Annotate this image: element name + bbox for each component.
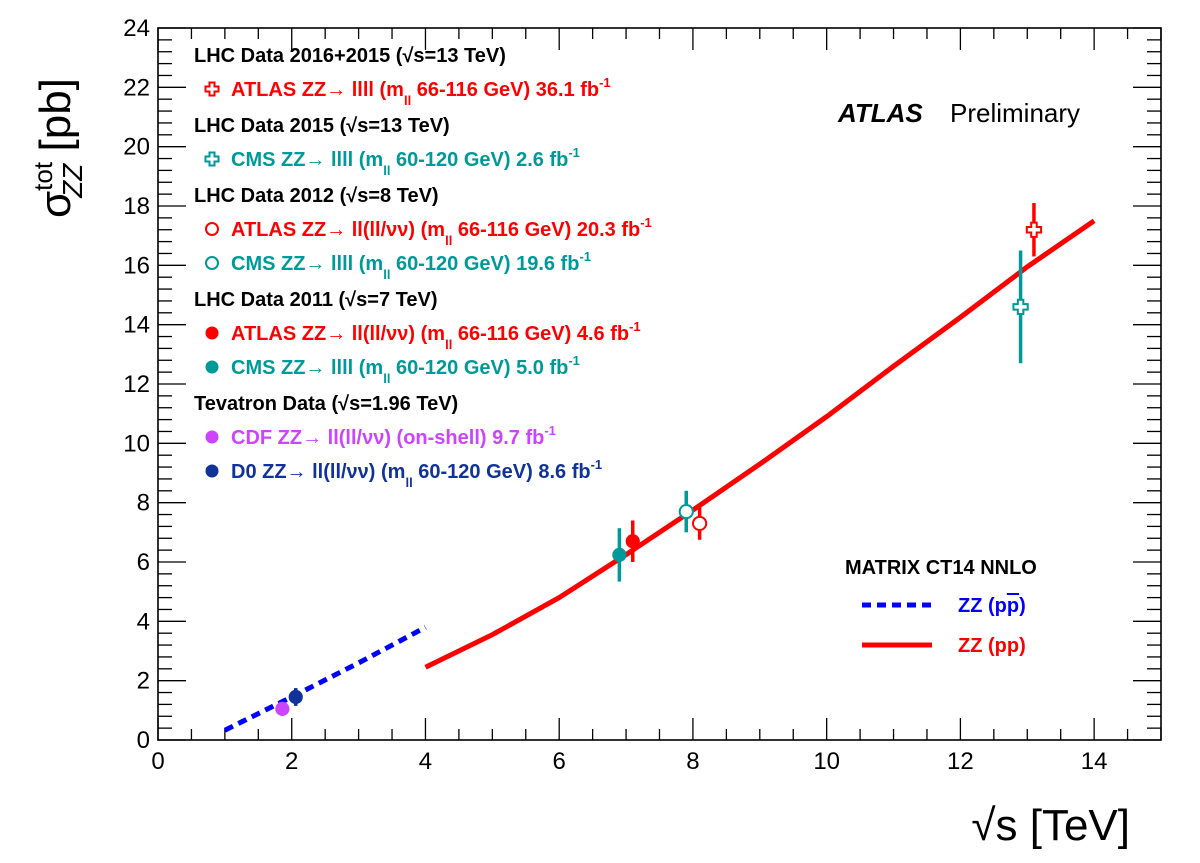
legend-entry-label: ATLAS ZZ→ ll(ll/νν) (mll 66-116 GeV) 4.6…: [231, 319, 641, 352]
legend-entry-label: D0 ZZ→ ll(ll/νν) (mll 60-120 GeV) 8.6 fb…: [231, 457, 602, 490]
legend-entry-label: ATLAS ZZ→ llll (mll 66-116 GeV) 36.1 fb-…: [231, 75, 611, 108]
y-tick-label: 4: [137, 608, 150, 635]
data-point-marker: [1012, 298, 1029, 316]
y-tick-label: 0: [137, 727, 150, 754]
legend-entry-label: CDF ZZ→ ll(ll/νν) (on-shell) 9.7 fb-1: [231, 423, 556, 449]
theory-legend-title: MATRIX CT14 NNLO: [845, 557, 1037, 579]
data-point-marker: [275, 701, 290, 716]
theory-legend-label: ZZ (pp): [958, 635, 1026, 657]
legend-marker: [205, 326, 219, 340]
y-tick-label: 18: [123, 193, 150, 220]
x-tick-label: 6: [553, 748, 566, 775]
y-tick-label: 24: [123, 15, 150, 42]
y-tick-label: 8: [137, 490, 150, 517]
legend-group-heading: LHC Data 2012 (√s=8 TeV): [194, 185, 439, 207]
x-tick-label: 12: [947, 748, 974, 775]
theory-curves: [223, 218, 1096, 733]
legend-marker: [204, 81, 220, 97]
y-tick-label: 20: [123, 134, 150, 161]
legend-entry-label: CMS ZZ→ llll (mll 60-120 GeV) 2.6 fb-1: [231, 145, 580, 178]
data-point-marker: [1025, 221, 1043, 238]
data-point-marker: [625, 534, 640, 549]
x-tick-label: 8: [686, 748, 699, 775]
legend-group-heading: LHC Data 2015 (√s=13 TeV): [194, 115, 450, 137]
data-point-marker: [692, 515, 708, 532]
legend-group-heading: LHC Data 2016+2015 (√s=13 TeV): [194, 45, 506, 67]
legend-group-heading: Tevatron Data (√s=1.96 TeV): [194, 393, 458, 415]
legend-entry-label: ATLAS ZZ→ ll(ll/νν) (mll 66-116 GeV) 20.…: [231, 215, 652, 248]
atlas-label: ATLAS: [837, 98, 923, 128]
legend-marker: [205, 430, 219, 444]
y-tick-label: 12: [123, 371, 150, 398]
chart-labels: ATLAS Preliminary √s [TeV] σtotZZ [pb]: [28, 78, 1130, 850]
y-tick-label: 14: [123, 312, 150, 339]
legend-marker: [204, 151, 220, 167]
y-tick-label: 10: [123, 430, 150, 457]
legend-marker: [205, 256, 219, 270]
x-tick-label: 0: [151, 748, 164, 775]
theory-legend-label: ZZ (pp): [958, 595, 1026, 617]
y-tick-label: 2: [137, 668, 150, 695]
legend-entry-label: CMS ZZ→ llll (mll 60-120 GeV) 19.6 fb-1: [231, 249, 591, 282]
y-tick-label: 6: [137, 549, 150, 576]
theory-legend: MATRIX CT14 NNLO ZZ (pp) ZZ (pp): [845, 557, 1037, 657]
legend-marker: [205, 360, 219, 374]
preliminary-label: Preliminary: [950, 98, 1080, 128]
x-tick-label: 2: [285, 748, 298, 775]
data-points: [275, 203, 1043, 716]
y-tick-label: 22: [123, 74, 150, 101]
data-point-marker: [678, 503, 694, 520]
y-axis-title: σtotZZ [pb]: [28, 78, 88, 218]
data-point-marker: [288, 689, 303, 705]
x-tick-label: 10: [813, 748, 840, 775]
legend-group-heading: LHC Data 2011 (√s=7 TeV): [194, 289, 438, 311]
y-tick-label: 16: [123, 252, 150, 279]
ppbar-theory-curve: [223, 625, 427, 733]
x-tick-label: 14: [1081, 748, 1108, 775]
pp-theory-curve: [424, 218, 1096, 670]
x-axis-title: √s [TeV]: [971, 801, 1130, 850]
x-tick-label: 4: [419, 748, 432, 775]
data-legend: LHC Data 2016+2015 (√s=13 TeV) ATLAS ZZ→ …: [194, 45, 652, 490]
data-point-marker: [612, 547, 627, 562]
legend-marker: [205, 464, 219, 478]
legend-entry-label: CMS ZZ→ llll (mll 60-120 GeV) 5.0 fb-1: [231, 353, 580, 386]
legend-marker: [205, 222, 219, 236]
